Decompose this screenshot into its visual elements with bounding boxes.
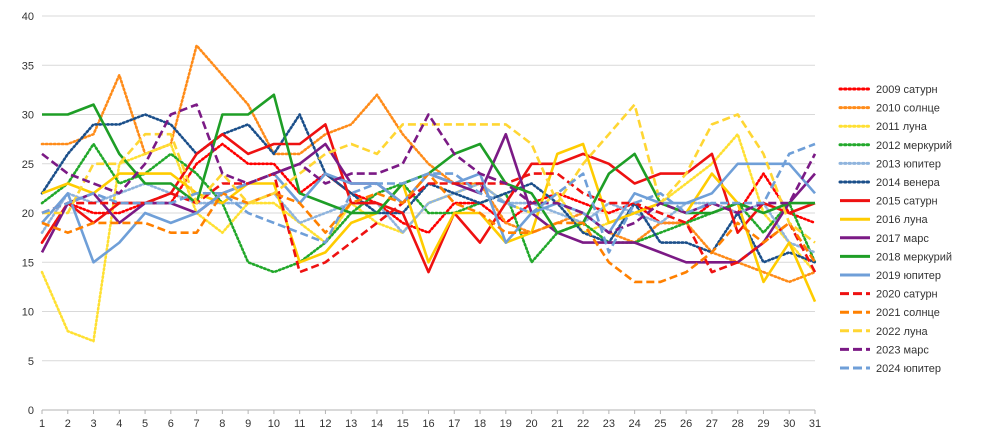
y-tick-label: 40 bbox=[22, 11, 34, 23]
legend-item: 2014 венера bbox=[838, 177, 941, 189]
x-tick-label: 23 bbox=[603, 418, 615, 430]
x-tick-label: 1 bbox=[39, 418, 45, 430]
legend-label: 2016 луна bbox=[876, 214, 929, 226]
x-tick-label: 31 bbox=[809, 418, 821, 430]
legend-label: 2023 марс bbox=[876, 344, 929, 356]
legend-label: 2009 сатурн bbox=[876, 84, 938, 96]
x-tick-label: 18 bbox=[474, 418, 486, 430]
x-tick-label: 17 bbox=[448, 418, 460, 430]
legend-item: 2015 сатурн bbox=[840, 196, 938, 208]
x-tick-label: 16 bbox=[422, 418, 434, 430]
legend-item: 2010 солнце bbox=[838, 103, 940, 115]
legend-item: 2017 марс bbox=[840, 233, 929, 245]
x-tick-label: 19 bbox=[500, 418, 512, 430]
y-tick-label: 5 bbox=[28, 356, 34, 368]
x-tick-label: 9 bbox=[245, 418, 251, 430]
x-tick-label: 5 bbox=[142, 418, 148, 430]
legend-label: 2020 сатурн bbox=[876, 289, 938, 301]
x-tick-label: 6 bbox=[168, 418, 174, 430]
y-tick-label: 10 bbox=[22, 307, 34, 319]
legend: 2009 сатурн 2010 солнце 2011 луна 2012 мерк… bbox=[838, 84, 952, 375]
legend-item: 2009 сатурн bbox=[838, 84, 938, 96]
legend-label: 2010 солнце bbox=[876, 103, 940, 115]
x-tick-label: 24 bbox=[629, 418, 641, 430]
legend-label: 2024 юпитер bbox=[876, 363, 941, 375]
x-tick-label: 28 bbox=[732, 418, 744, 430]
y-tick-label: 15 bbox=[22, 257, 34, 269]
x-tick-labels: 1 2 3 4 5 6 7 8 9 10 11 12 13 14 15 16 17 18 19 20 21 22 23 24 2… bbox=[39, 418, 821, 430]
legend-label: 2018 меркурий bbox=[876, 251, 952, 263]
legend-label: 2011 луна bbox=[876, 121, 928, 133]
x-tick-label: 20 bbox=[525, 418, 537, 430]
x-tick-label: 15 bbox=[397, 418, 409, 430]
series-line bbox=[41, 142, 816, 254]
x-tick-label: 27 bbox=[706, 418, 718, 430]
x-tick-label: 21 bbox=[551, 418, 563, 430]
series-lines bbox=[40, 44, 817, 343]
x-tick-label: 4 bbox=[116, 418, 122, 430]
y-tick-label: 25 bbox=[22, 159, 34, 171]
legend-item: 2013 юпитер bbox=[838, 158, 941, 170]
y-tick-label: 35 bbox=[22, 60, 34, 72]
series-line bbox=[41, 142, 817, 303]
x-tick-label: 14 bbox=[371, 418, 383, 430]
x-tick-label: 7 bbox=[194, 418, 200, 430]
legend-label: 2022 луна bbox=[876, 326, 929, 338]
axes bbox=[41, 409, 816, 414]
legend-label: 2021 солнце bbox=[876, 307, 940, 319]
x-tick-label: 30 bbox=[783, 418, 795, 430]
legend-item: 2016 луна bbox=[840, 214, 929, 226]
x-tick-label: 3 bbox=[90, 418, 96, 430]
legend-label: 2015 сатурн bbox=[876, 196, 938, 208]
legend-item: 2024 юпитер bbox=[840, 363, 941, 375]
y-tick-label: 30 bbox=[22, 110, 34, 122]
legend-label: 2013 юпитер bbox=[876, 158, 941, 170]
x-tick-label: 29 bbox=[757, 418, 769, 430]
x-tick-label: 12 bbox=[319, 418, 331, 430]
legend-item: 2012 меркурий bbox=[838, 140, 952, 152]
legend-label: 2012 меркурий bbox=[876, 140, 952, 152]
legend-item: 2020 сатурн bbox=[840, 289, 938, 301]
series-line bbox=[40, 142, 817, 274]
x-tick-label: 11 bbox=[294, 418, 305, 430]
series-line bbox=[42, 103, 816, 244]
legend-item: 2019 юпитер bbox=[840, 270, 941, 282]
x-tick-label: 13 bbox=[345, 418, 357, 430]
series-line bbox=[41, 172, 817, 284]
y-tick-label: 20 bbox=[22, 208, 34, 220]
x-tick-label: 25 bbox=[654, 418, 666, 430]
y-tick-labels: 0 5 10 15 20 25 30 35 40 bbox=[22, 11, 34, 417]
x-tick-label: 22 bbox=[577, 418, 589, 430]
x-tick-label: 10 bbox=[268, 418, 280, 430]
series-line bbox=[41, 172, 817, 274]
series-line bbox=[41, 103, 817, 234]
legend-label: 2014 венера bbox=[876, 177, 941, 189]
legend-item: 2021 солнце bbox=[840, 307, 940, 319]
legend-label: 2019 юпитер bbox=[876, 270, 941, 282]
legend-label: 2017 марс bbox=[876, 233, 929, 245]
x-tick-label: 2 bbox=[65, 418, 71, 430]
legend-item: 2022 луна bbox=[840, 326, 929, 338]
legend-item: 2011 луна bbox=[838, 121, 928, 133]
x-tick-label: 8 bbox=[219, 418, 225, 430]
x-tick-label: 26 bbox=[680, 418, 692, 430]
legend-item: 2023 марс bbox=[840, 344, 929, 356]
legend-item: 2018 меркурий bbox=[840, 251, 952, 263]
y-tick-label: 0 bbox=[28, 405, 34, 417]
